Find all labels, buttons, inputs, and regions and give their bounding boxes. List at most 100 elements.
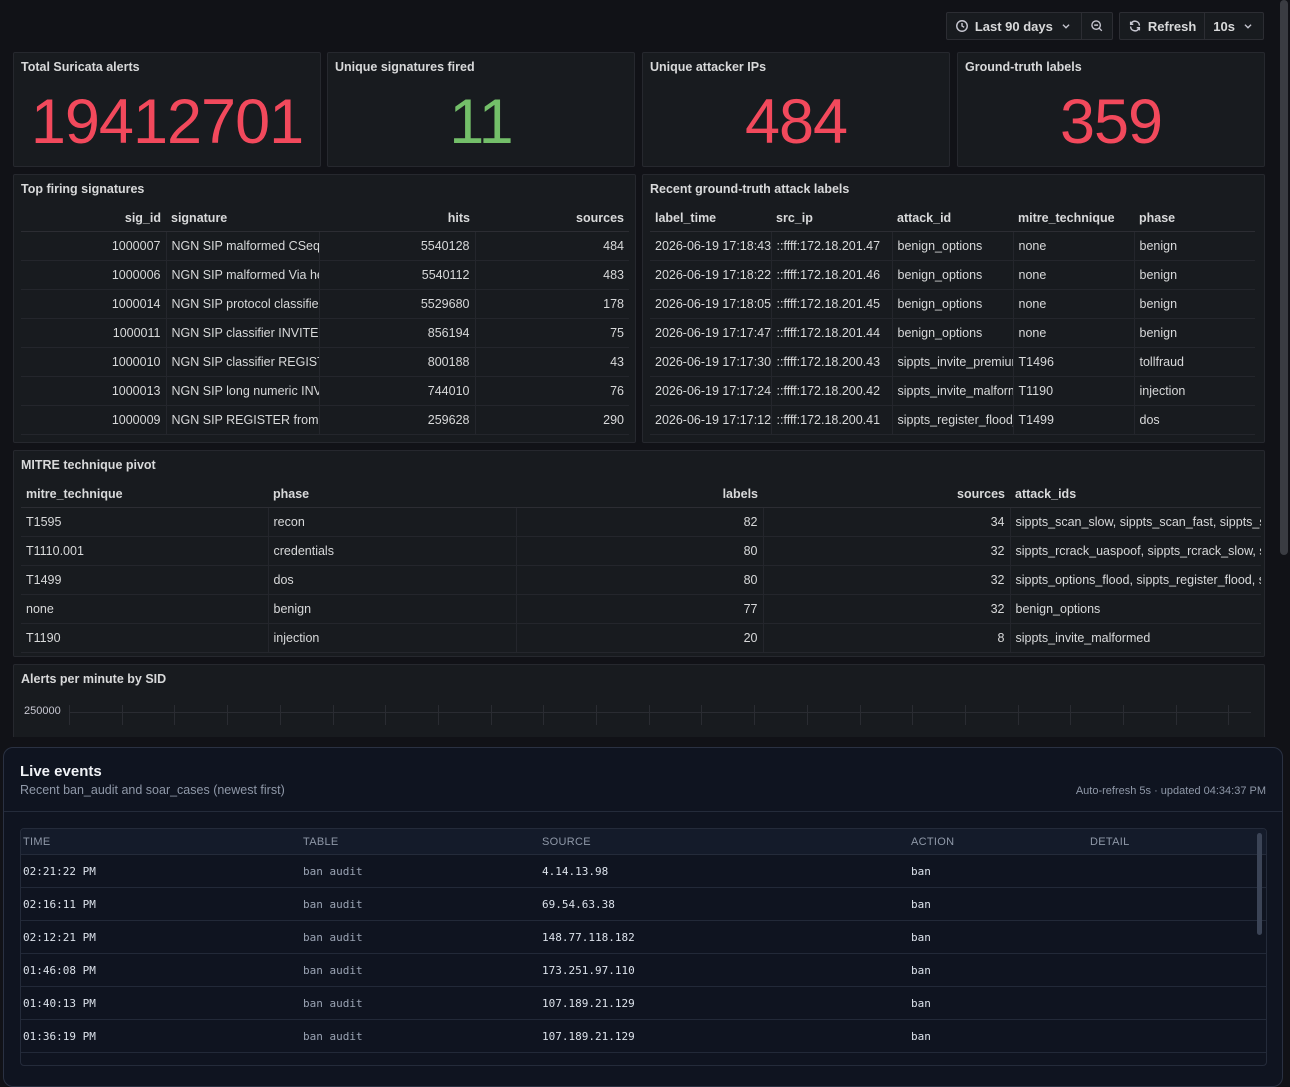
gridline bbox=[69, 705, 70, 725]
column-header[interactable]: labels bbox=[516, 481, 763, 508]
live-events-scrollbar[interactable] bbox=[1257, 833, 1262, 935]
table-cell: 178 bbox=[475, 289, 629, 319]
table-cell: NGN SIP malformed Via hea bbox=[166, 260, 320, 290]
column-header[interactable]: signature bbox=[166, 205, 319, 232]
column-header[interactable]: attack_id bbox=[892, 205, 1013, 232]
column-header[interactable]: label_time bbox=[650, 205, 771, 232]
live-event-row[interactable]: 01:46:08 PM ban audit 173.251.97.110 ban bbox=[21, 954, 1266, 987]
live-event-row[interactable]: 02:16:11 PM ban audit 69.54.63.38 ban bbox=[21, 888, 1266, 921]
table-cell: ::ffff:172.18.200.42 bbox=[771, 376, 893, 406]
table-row: 2026-06-19 17:17:12::ffff:172.18.200.41 s… bbox=[650, 405, 1255, 435]
table-cell: benign_options bbox=[892, 318, 1014, 348]
refresh-group: Refresh 10s bbox=[1118, 12, 1264, 40]
column-header[interactable]: sources bbox=[475, 205, 629, 232]
table-cell: ::ffff:172.18.201.44 bbox=[771, 318, 893, 348]
stat-panel-unique-signatures[interactable]: Unique signatures fired 11 bbox=[327, 52, 635, 167]
gridline bbox=[385, 705, 387, 725]
table-cell: 1000007 bbox=[21, 231, 167, 261]
table-cell: 2026-06-19 17:17:24 bbox=[650, 376, 772, 406]
table-cell: 1000006 bbox=[21, 260, 167, 290]
column-header[interactable]: phase bbox=[1134, 205, 1255, 232]
live-event-cell: ban bbox=[911, 1063, 1090, 1066]
live-event-cell: ban bbox=[911, 996, 931, 1010]
table-row: 2026-06-19 17:18:05::ffff:172.18.201.45 b… bbox=[650, 289, 1255, 319]
table-cell: NGN SIP classifier REGISTE bbox=[166, 347, 320, 377]
table-row: 1000014 NGN SIP protocol classifier 552968… bbox=[21, 289, 629, 319]
table-cell: T1496 bbox=[1013, 347, 1135, 377]
table-cell: dos bbox=[268, 565, 517, 595]
gridline bbox=[1017, 705, 1019, 725]
table-row: T1499 dos 80 32 sippts_options_flood, sippts… bbox=[21, 565, 1261, 595]
table-cell: sippts_scan_slow, sippts_scan_fast, sipp… bbox=[1010, 507, 1261, 537]
table-cell: sippts_register_flood_ bbox=[892, 405, 1014, 435]
table-row: 2026-06-19 17:17:24::ffff:172.18.200.42 s… bbox=[650, 376, 1255, 406]
table-cell: NGN SIP classifier INVITE r bbox=[166, 318, 320, 348]
chevron-down-icon bbox=[1062, 24, 1070, 29]
table-cell: 5540128 bbox=[319, 231, 476, 261]
panel-alerts-per-minute: Alerts per minute by SID 250000 bbox=[13, 664, 1265, 737]
table-cell: none bbox=[1013, 318, 1135, 348]
live-event-row[interactable]: 01:40:13 PM ban audit 107.189.21.129 ban bbox=[21, 987, 1266, 1020]
live-event-cell: 01:33:28 PM bbox=[21, 1063, 303, 1066]
table-cell: 75 bbox=[475, 318, 629, 348]
live-event-row[interactable]: 02:12:21 PM ban audit 148.77.118.182 ban bbox=[21, 921, 1266, 954]
gridline bbox=[701, 705, 703, 725]
gridline bbox=[332, 705, 334, 725]
stat-panel-ground-truth-labels[interactable]: Ground-truth labels 359 bbox=[957, 52, 1265, 167]
table-cell: 2026-06-19 17:18:43 bbox=[650, 231, 772, 261]
table-cell: sippts_options_flood, sippts_register_fl… bbox=[1010, 565, 1261, 595]
stat-panel-unique-attacker-ips[interactable]: Unique attacker IPs 484 bbox=[642, 52, 950, 167]
live-event-cell: 01:40:13 PM bbox=[23, 996, 96, 1010]
live-event-cell: 107.189.21.129 bbox=[542, 996, 635, 1010]
live-event-row[interactable]: 02:21:22 PM ban audit 4.14.13.98 ban bbox=[21, 855, 1266, 888]
live-event-cell: ban audit bbox=[303, 996, 363, 1010]
table-cell: benign_options bbox=[892, 289, 1014, 319]
table-cell: benign bbox=[1134, 231, 1255, 261]
column-header[interactable]: mitre_technique bbox=[1013, 205, 1134, 232]
signatures-table-body: 1000007 NGN SIP malformed CSeq h 5540128 48… bbox=[21, 231, 629, 435]
refresh-interval-picker[interactable]: 10s bbox=[1205, 13, 1263, 39]
table-cell: 5540112 bbox=[319, 260, 476, 290]
live-event-cell: 173.251.97.110 bbox=[542, 963, 635, 977]
live-event-cell: ban audit bbox=[303, 1029, 363, 1043]
column-header[interactable]: sources bbox=[763, 481, 1010, 508]
time-range-picker[interactable]: Last 90 days bbox=[947, 13, 1082, 39]
table-cell: 1000010 bbox=[21, 347, 167, 377]
table-cell: 32 bbox=[763, 536, 1011, 566]
column-header[interactable]: sig_id bbox=[21, 205, 166, 232]
table-row: T1110.001 credentials 80 32 sippts_rcrack_ua… bbox=[21, 536, 1261, 566]
dashboard-scrollbar[interactable] bbox=[1280, 0, 1288, 555]
live-event-cell: 69.54.63.38 bbox=[542, 897, 615, 911]
column-header[interactable]: mitre_technique bbox=[21, 481, 268, 508]
gridline bbox=[964, 705, 966, 725]
column-header[interactable]: attack_ids bbox=[1010, 481, 1261, 508]
table-cell: 483 bbox=[475, 260, 629, 290]
live-event-row[interactable]: 01:36:19 PM ban audit 107.189.21.129 ban bbox=[21, 1020, 1266, 1053]
column-header[interactable]: phase bbox=[268, 481, 516, 508]
gridline bbox=[279, 705, 281, 725]
gridline bbox=[648, 705, 650, 725]
time-picker-group: Last 90 days bbox=[945, 12, 1113, 40]
table-row: 1000010 NGN SIP classifier REGISTE 800188 4… bbox=[21, 347, 629, 377]
table-cell: 34 bbox=[763, 507, 1011, 537]
auto-refresh-status: Auto-refresh 5s · updated 04:34:37 PM bbox=[1075, 785, 1266, 797]
table-cell: 77 bbox=[516, 594, 764, 624]
zoom-out-button[interactable] bbox=[1082, 13, 1112, 39]
live-event-cell: 211.217.171.27 bbox=[542, 1063, 911, 1066]
table-cell: benign bbox=[1134, 318, 1255, 348]
gridline bbox=[121, 705, 123, 725]
table-cell: 82 bbox=[516, 507, 764, 537]
live-events-title: Live events bbox=[20, 763, 102, 780]
refresh-icon bbox=[1129, 20, 1140, 32]
stat-panel-total-alerts[interactable]: Total Suricata alerts 19412701 bbox=[13, 52, 321, 167]
column-header[interactable]: hits bbox=[319, 205, 475, 232]
mitre-table-body: T1595 recon 82 34 sippts_scan_slow, sippts_s… bbox=[21, 507, 1261, 653]
refresh-button[interactable]: Refresh bbox=[1120, 13, 1206, 39]
live-event-cell: 107.189.21.129 bbox=[542, 1029, 635, 1043]
ground-truth-table: label_time src_ip attack_id mitre_techni… bbox=[650, 205, 1255, 435]
table-cell: none bbox=[1013, 289, 1135, 319]
table-cell: T1190 bbox=[1013, 376, 1135, 406]
time-range-label: Last 90 days bbox=[974, 18, 1053, 34]
column-header[interactable]: src_ip bbox=[771, 205, 892, 232]
